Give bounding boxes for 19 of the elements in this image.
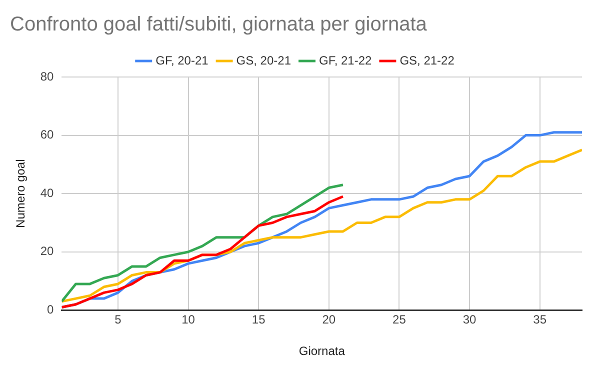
y-tick-label: 20 [40,244,54,258]
y-tick-label: 60 [40,128,54,142]
y-tick-label: 40 [40,186,54,200]
chart-title: Confronto goal fatti/subiti, giornata per giornata [10,14,428,36]
legend-label: GS, 20-21 [236,53,292,68]
legend-label: GF, 21-22 [319,53,372,68]
x-tick-label: 10 [182,312,196,327]
x-tick-label: 5 [114,312,122,327]
y-tick-label: 80 [40,69,54,84]
y-axis-title: Numero goal [14,159,28,228]
x-axis-title: Giornata [298,344,346,358]
legend-label: GS, 21-22 [400,53,455,68]
x-tick-label: 25 [392,312,406,327]
x-tick-label: 20 [322,312,336,327]
x-tick-label: 15 [252,312,266,327]
legend-label: GF, 20-21 [156,53,209,68]
x-tick-label: 35 [533,312,547,327]
x-tick-label: 30 [462,312,477,327]
y-tick-label: 0 [47,302,54,317]
